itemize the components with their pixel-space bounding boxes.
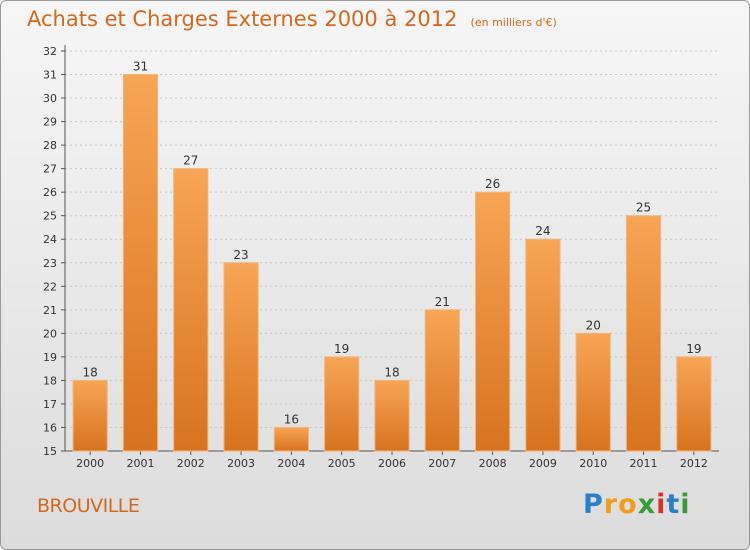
y-tick-label: 27 <box>43 163 57 176</box>
y-tick-label: 31 <box>43 69 57 82</box>
bar <box>122 74 159 452</box>
bar <box>223 262 259 452</box>
bar <box>575 332 611 452</box>
data-label: 31 <box>133 60 148 74</box>
x-tick-label: 2009 <box>529 457 557 470</box>
logo-letter: i <box>656 489 667 520</box>
bar <box>424 309 460 452</box>
y-tick-label: 32 <box>43 45 57 58</box>
bar <box>324 356 360 452</box>
bar <box>525 238 561 452</box>
data-label: 19 <box>686 342 701 356</box>
x-tick-label: 2002 <box>177 457 205 470</box>
data-label: 27 <box>183 154 198 168</box>
y-tick-label: 15 <box>43 445 57 458</box>
bar <box>72 379 108 452</box>
bar <box>625 215 662 452</box>
y-tick-label: 25 <box>43 210 57 223</box>
data-label: 23 <box>233 248 248 262</box>
logo-letter: i <box>680 489 691 520</box>
data-label: 16 <box>284 412 299 426</box>
data-label: 19 <box>334 342 349 356</box>
y-tick-label: 21 <box>43 304 57 317</box>
logo-letter: x <box>637 489 657 520</box>
y-tick-label: 17 <box>43 398 57 411</box>
x-tick-label: 2012 <box>680 457 708 470</box>
y-tick-label: 28 <box>43 139 57 152</box>
y-tick-label: 16 <box>43 421 57 434</box>
x-tick-label: 2011 <box>630 457 658 470</box>
x-tick-label: 2010 <box>579 457 607 470</box>
logo-letter: t <box>666 489 681 520</box>
logo-letter: P <box>583 489 604 520</box>
y-tick-label: 24 <box>43 233 57 246</box>
logo-letter: r <box>603 489 619 520</box>
y-tick-label: 20 <box>43 327 57 340</box>
data-label: 18 <box>384 365 399 379</box>
x-tick-label: 2000 <box>76 457 104 470</box>
data-label: 20 <box>586 318 601 332</box>
y-tick-label: 26 <box>43 186 57 199</box>
x-tick-label: 2001 <box>126 457 154 470</box>
commune-name: BROUVILLE <box>37 495 140 517</box>
y-tick-label: 30 <box>43 92 57 105</box>
x-tick-label: 2007 <box>428 457 456 470</box>
data-label: 21 <box>435 295 450 309</box>
y-tick-label: 19 <box>43 351 57 364</box>
logo-letter: o <box>618 489 638 520</box>
chart-title: Achats et Charges Externes 2000 à 2012 <box>27 7 458 31</box>
title-block: Achats et Charges Externes 2000 à 2012 (… <box>27 7 557 31</box>
data-label: 18 <box>83 365 98 379</box>
bar <box>273 426 309 452</box>
x-tick-label: 2006 <box>378 457 406 470</box>
data-label: 24 <box>535 224 550 238</box>
x-tick-label: 2004 <box>277 457 305 470</box>
bar <box>475 191 511 452</box>
y-tick-label: 23 <box>43 257 57 270</box>
y-tick-label: 18 <box>43 374 57 387</box>
proxiti-logo[interactable]: Proxiti <box>583 489 691 520</box>
chart-subtitle: (en milliers d'€) <box>470 16 557 29</box>
x-tick-label: 2003 <box>227 457 255 470</box>
data-label: 25 <box>636 201 651 215</box>
data-label: 26 <box>485 177 500 191</box>
y-tick-label: 29 <box>43 116 57 129</box>
x-tick-label: 2005 <box>328 457 356 470</box>
bar <box>374 379 410 452</box>
bar <box>173 168 209 452</box>
x-tick-label: 2008 <box>479 457 507 470</box>
bar <box>676 356 712 452</box>
y-tick-label: 22 <box>43 280 57 293</box>
